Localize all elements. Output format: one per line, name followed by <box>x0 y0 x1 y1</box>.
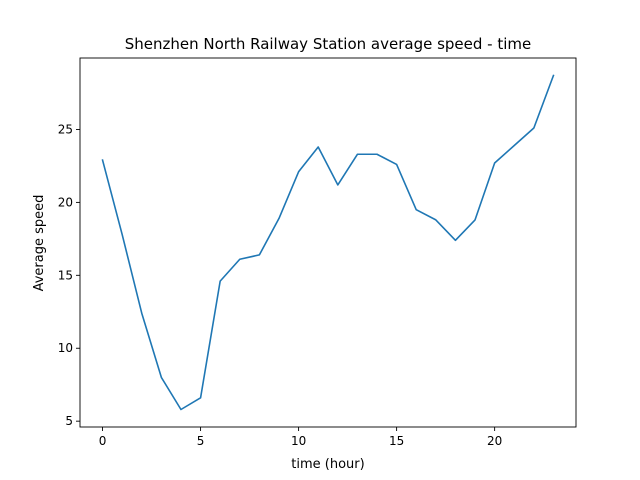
x-tick-label: 15 <box>389 434 404 448</box>
x-tick-label: 0 <box>99 434 107 448</box>
y-tick-label: 25 <box>58 122 73 136</box>
axes-frame <box>79 57 577 428</box>
plot-area: 0 5 10 15 20 5 10 15 20 25 <box>58 57 577 448</box>
y-tick-label: 20 <box>58 195 73 209</box>
x-axis-label: time (hour) <box>291 457 364 472</box>
y-tick-label: 5 <box>65 414 73 428</box>
chart-title: Shenzhen North Railway Station average s… <box>125 35 532 53</box>
x-tick-label: 20 <box>487 434 502 448</box>
y-tick-label: 15 <box>58 268 73 282</box>
y-axis-label: Average speed <box>32 195 47 292</box>
series-line-0 <box>101 74 555 411</box>
x-tick-label: 5 <box>197 434 205 448</box>
y-tick-label: 10 <box>58 341 73 355</box>
x-tick-label: 10 <box>291 434 306 448</box>
